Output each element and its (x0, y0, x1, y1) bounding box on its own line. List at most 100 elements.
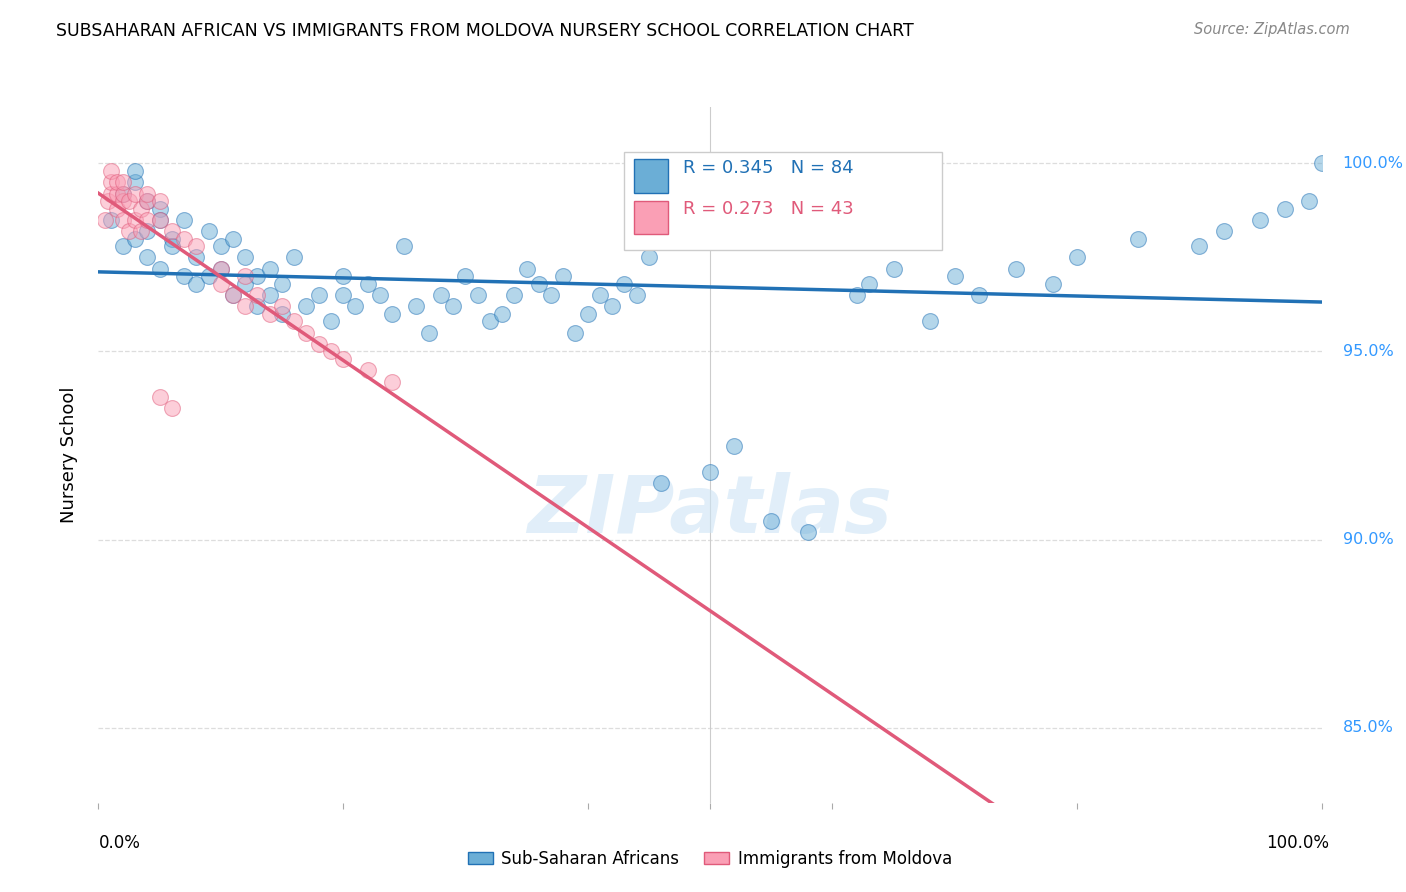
Point (637, 251, 661, 265)
Point (392, 239, 416, 253)
Point (124, 232, 146, 246)
Point (454, 269, 477, 284)
Point (105, 202, 128, 216)
Point (124, 175, 146, 189)
Point (186, 251, 208, 265)
Point (129, 224, 152, 238)
Point (967, 288, 990, 302)
Point (626, 288, 648, 302)
Point (136, 224, 159, 238)
Point (259, 307, 281, 321)
Point (118, 224, 141, 238)
Point (111, 186, 134, 201)
Point (118, 194, 141, 208)
Point (149, 390, 172, 404)
Point (332, 351, 354, 366)
Point (149, 212, 172, 227)
FancyBboxPatch shape (624, 153, 942, 250)
Point (222, 288, 245, 302)
Point (295, 299, 318, 313)
Point (368, 288, 391, 302)
Point (149, 194, 172, 208)
Point (186, 239, 208, 253)
Point (540, 288, 562, 302)
Point (105, 186, 128, 201)
Point (589, 288, 612, 302)
Point (111, 194, 134, 208)
Point (564, 326, 586, 340)
Point (761, 514, 783, 528)
Text: 100.0%: 100.0% (1343, 156, 1403, 171)
Point (233, 251, 256, 265)
Point (105, 175, 128, 189)
Point (124, 186, 146, 201)
Point (356, 277, 378, 291)
Point (1274, 202, 1296, 216)
Point (100, 186, 122, 201)
Point (173, 212, 195, 227)
Point (723, 438, 745, 452)
Point (1212, 224, 1234, 238)
Point (246, 288, 269, 302)
Point (160, 232, 183, 246)
Point (259, 261, 281, 276)
Point (699, 465, 721, 479)
Point (405, 299, 427, 313)
Point (600, 299, 623, 313)
Point (136, 212, 159, 227)
Point (233, 299, 256, 313)
Point (100, 175, 122, 189)
Point (246, 269, 269, 284)
Legend: Sub-Saharan Africans, Immigrants from Moldova: Sub-Saharan Africans, Immigrants from Mo… (461, 843, 959, 874)
Point (613, 277, 636, 291)
Point (129, 202, 152, 216)
Point (430, 288, 453, 302)
Point (344, 299, 367, 313)
Point (381, 375, 404, 389)
Point (797, 524, 820, 539)
Point (209, 261, 232, 276)
Point (1066, 251, 1088, 265)
Point (233, 269, 256, 284)
Text: 0.0%: 0.0% (98, 834, 141, 852)
Point (111, 186, 134, 201)
Point (160, 239, 183, 253)
Point (845, 288, 868, 302)
Point (319, 344, 342, 359)
Point (97, 194, 120, 208)
Text: R = 0.273   N = 43: R = 0.273 N = 43 (683, 201, 853, 219)
Point (136, 186, 159, 201)
Point (1298, 194, 1320, 208)
Point (332, 269, 354, 284)
Point (149, 202, 172, 216)
Point (136, 251, 159, 265)
Point (332, 288, 354, 302)
Text: 90.0%: 90.0% (1343, 532, 1393, 547)
Point (209, 239, 232, 253)
Point (149, 212, 172, 227)
Point (356, 363, 378, 377)
FancyBboxPatch shape (634, 201, 668, 235)
Point (920, 314, 942, 328)
FancyBboxPatch shape (634, 159, 668, 193)
Point (308, 337, 330, 351)
Text: Source: ZipAtlas.com: Source: ZipAtlas.com (1194, 22, 1350, 37)
Text: SUBSAHARAN AFRICAN VS IMMIGRANTS FROM MOLDOVA NURSERY SCHOOL CORRELATION CHART: SUBSAHARAN AFRICAN VS IMMIGRANTS FROM MO… (56, 22, 914, 40)
Point (491, 307, 513, 321)
Point (209, 277, 232, 291)
Text: 100.0%: 100.0% (1265, 834, 1329, 852)
Point (1004, 261, 1026, 276)
Point (650, 476, 672, 491)
Point (173, 269, 195, 284)
Point (222, 288, 245, 302)
Point (576, 307, 599, 321)
Point (197, 224, 219, 238)
Point (1310, 156, 1333, 170)
Y-axis label: Nursery School: Nursery School (59, 386, 77, 524)
Point (136, 194, 159, 208)
Point (186, 277, 208, 291)
Point (1188, 239, 1211, 253)
Point (295, 326, 318, 340)
Text: 85.0%: 85.0% (1343, 720, 1393, 735)
Point (418, 326, 440, 340)
